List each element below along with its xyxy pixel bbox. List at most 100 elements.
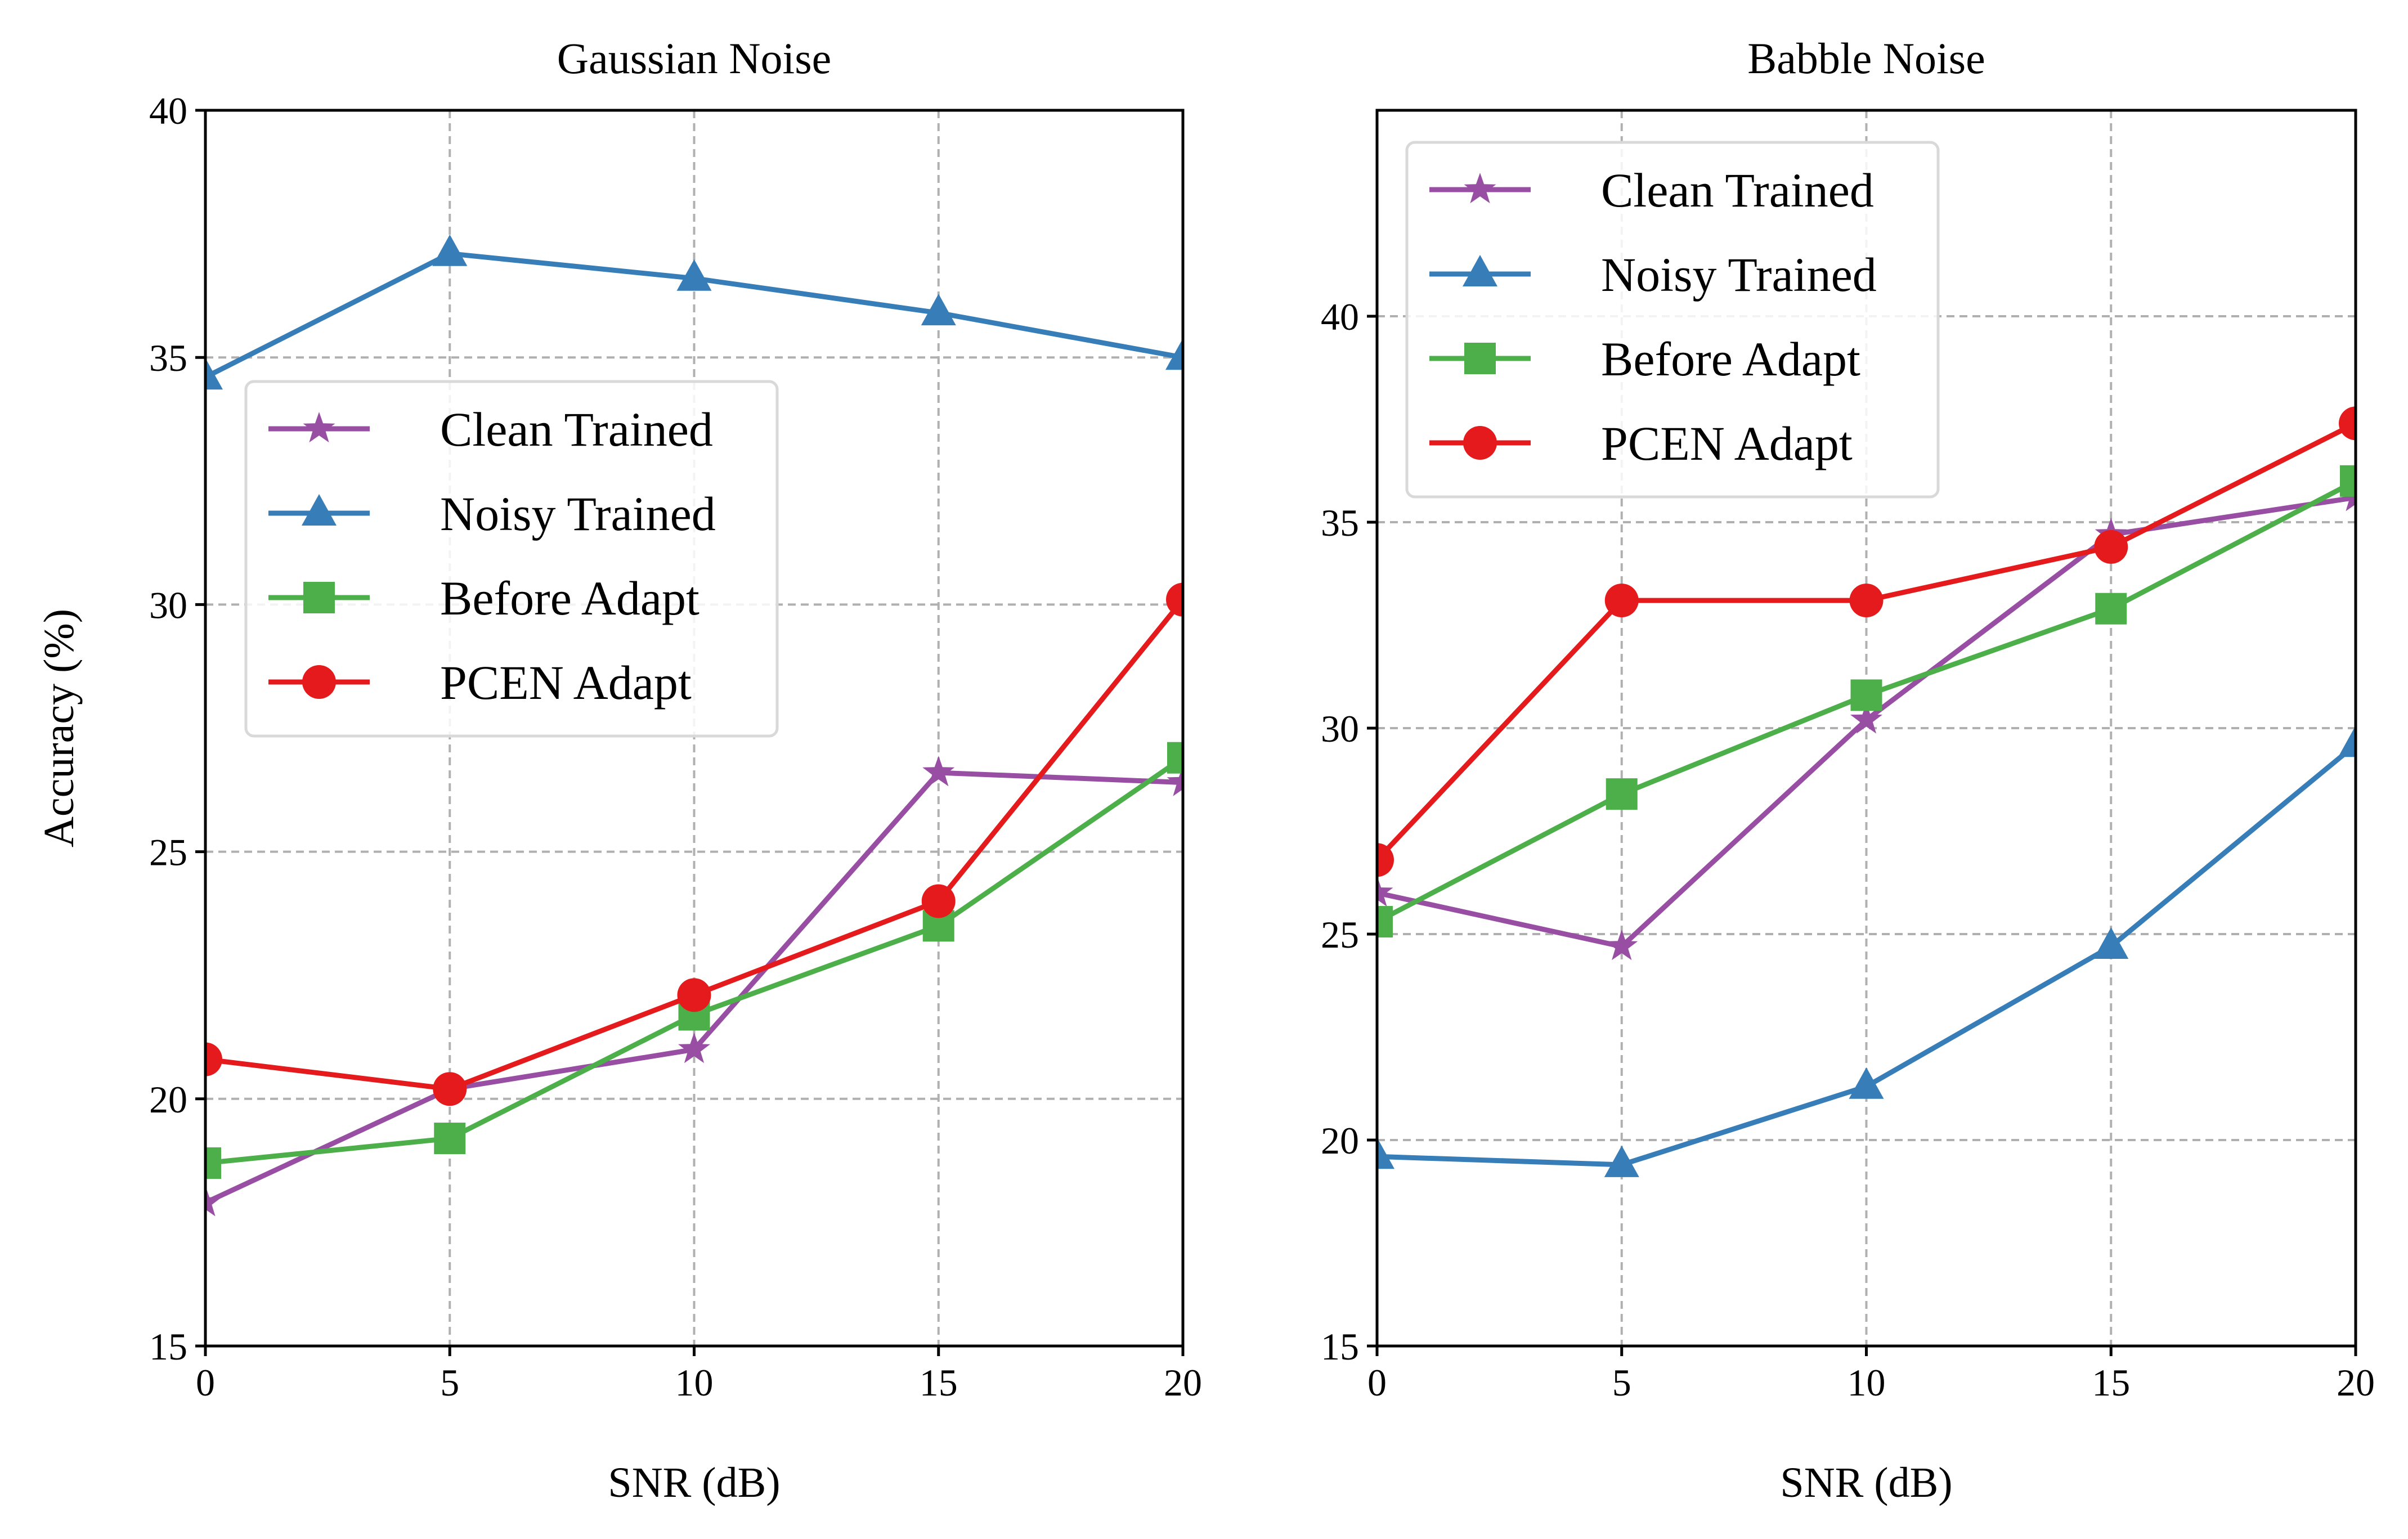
legend-entry-clean-trained: Clean Trained: [1429, 163, 1874, 217]
data-point-pcen-adapt: [433, 1072, 467, 1106]
y-tick-label: 20: [1321, 1119, 1359, 1162]
x-tick-label: 20: [2337, 1361, 2375, 1404]
data-point-noisy-trained: [1849, 1067, 1884, 1099]
legend-label: Clean Trained: [440, 402, 713, 456]
data-point-noisy-trained: [2093, 927, 2129, 959]
x-axis-label: SNR (dB): [608, 1459, 780, 1506]
data-point-noisy-trained: [2338, 725, 2356, 757]
series-pcen-adapt: [205, 582, 1183, 1106]
legend-marker: [1464, 173, 1496, 204]
data-point-pcen-adapt: [1166, 582, 1183, 617]
gaussian-noise-panel: 0 5 10 15 20 15 20 25 30 35 40 Gaussian Noise SNR (d…: [35, 34, 1202, 1506]
data-point-clean-trained: [1850, 703, 1882, 734]
data-point-noisy-trained: [1604, 1145, 1639, 1177]
legend-label: PCEN Adapt: [440, 656, 692, 710]
legend-label: Before Adapt: [1601, 332, 1860, 386]
data-point-before-adapt: [1606, 778, 1638, 810]
legend-entry-pcen-adapt: PCEN Adapt: [268, 656, 692, 710]
data-point-pcen-adapt: [205, 1042, 222, 1076]
legend-label: Noisy Trained: [440, 487, 716, 541]
legend-box: [1405, 141, 1940, 499]
data-point-before-adapt: [434, 1123, 466, 1155]
y-tick-label: 40: [1321, 295, 1359, 338]
plot-area: [1377, 406, 2356, 1177]
x-tick-label: 0: [196, 1361, 215, 1404]
legend-marker: [302, 494, 337, 526]
legend-marker: [302, 665, 336, 699]
data-point-clean-trained: [922, 756, 955, 787]
data-point-before-adapt: [1167, 742, 1183, 774]
legend-marker: [303, 582, 335, 613]
data-point-pcen-adapt: [1849, 584, 1884, 618]
x-tick-label: 5: [1612, 1361, 1631, 1404]
legend-marker: [303, 412, 335, 443]
y-tick-label: 30: [1321, 707, 1359, 750]
data-point-noisy-trained: [1377, 1137, 1394, 1169]
series-noisy-trained: [205, 234, 1183, 390]
legend-entry-noisy-trained: Noisy Trained: [1429, 248, 1877, 302]
x-tick-label: 0: [1367, 1361, 1387, 1404]
y-tick-label: 40: [149, 89, 187, 132]
legend: Clean Trained Noisy Trained Before Adapt PC…: [244, 380, 779, 738]
legend-marker: [1463, 255, 1497, 286]
legend-label: PCEN Adapt: [1601, 416, 1853, 470]
y-tick-label: 25: [1321, 913, 1359, 956]
chart-title: Gaussian Noise: [557, 34, 831, 83]
series-noisy-trained: [1377, 725, 2356, 1177]
data-point-clean-trained: [1377, 876, 1393, 907]
data-point-pcen-adapt: [1377, 843, 1394, 877]
legend-entry-noisy-trained: Noisy Trained: [268, 487, 716, 541]
data-point-before-adapt: [1377, 906, 1393, 938]
data-point-clean-trained: [205, 1186, 222, 1217]
babble-noise-panel: 0 5 10 15 20 15 20 25 30 35 40 Babble Noise SNR (dB)…: [1321, 34, 2375, 1506]
legend-marker: [1463, 426, 1497, 460]
data-point-before-adapt: [2340, 465, 2356, 497]
data-point-noisy-trained: [1165, 338, 1183, 370]
data-point-noisy-trained: [432, 234, 468, 266]
x-tick-label: 15: [2092, 1361, 2130, 1404]
y-axis-label: Accuracy (%): [35, 609, 83, 847]
data-point-clean-trained: [1167, 765, 1183, 796]
data-point-pcen-adapt: [677, 978, 711, 1012]
data-point-noisy-trained: [205, 358, 223, 390]
legend-entry-pcen-adapt: PCEN Adapt: [1429, 416, 1853, 470]
x-tick-label: 15: [920, 1361, 958, 1404]
series-line-before-adapt: [205, 755, 1183, 1166]
data-point-before-adapt: [1850, 679, 1882, 711]
data-point-before-adapt: [205, 1147, 221, 1179]
y-tick-label: 25: [149, 831, 187, 874]
x-tick-label: 10: [1848, 1361, 1886, 1404]
x-axis-label: SNR (dB): [1780, 1459, 1952, 1506]
legend-box: [244, 380, 779, 738]
legend-label: Noisy Trained: [1601, 248, 1877, 302]
y-tick-label: 20: [149, 1078, 187, 1121]
x-tick-label: 20: [1164, 1361, 1202, 1404]
legend-marker: [1464, 343, 1496, 374]
legend-entry-before-adapt: Before Adapt: [1429, 332, 1860, 386]
data-point-clean-trained: [678, 1033, 710, 1064]
legend-label: Clean Trained: [1601, 163, 1874, 217]
series-pcen-adapt: [1377, 406, 2356, 877]
y-tick-label: 35: [149, 336, 187, 379]
data-point-pcen-adapt: [2094, 530, 2128, 564]
y-tick-label: 15: [149, 1325, 187, 1368]
y-tick-label: 15: [1321, 1325, 1359, 1368]
chart-title: Babble Noise: [1747, 34, 1985, 83]
series-before-adapt: [1377, 465, 2356, 938]
data-point-pcen-adapt: [1604, 584, 1639, 618]
x-tick-label: 10: [675, 1361, 714, 1404]
data-point-pcen-adapt: [921, 884, 956, 918]
data-point-clean-trained: [1606, 930, 1638, 961]
data-point-noisy-trained: [676, 259, 712, 291]
data-point-pcen-adapt: [2339, 406, 2356, 441]
legend-entry-clean-trained: Clean Trained: [268, 402, 713, 456]
legend-label: Before Adapt: [440, 571, 699, 625]
data-point-noisy-trained: [921, 294, 956, 326]
y-tick-label: 35: [1321, 501, 1359, 544]
y-tick-label: 30: [149, 584, 187, 626]
plot-area: [205, 234, 1183, 1217]
legend-entry-before-adapt: Before Adapt: [268, 571, 699, 625]
data-point-before-adapt: [2095, 593, 2127, 625]
x-tick-label: 5: [440, 1361, 459, 1404]
